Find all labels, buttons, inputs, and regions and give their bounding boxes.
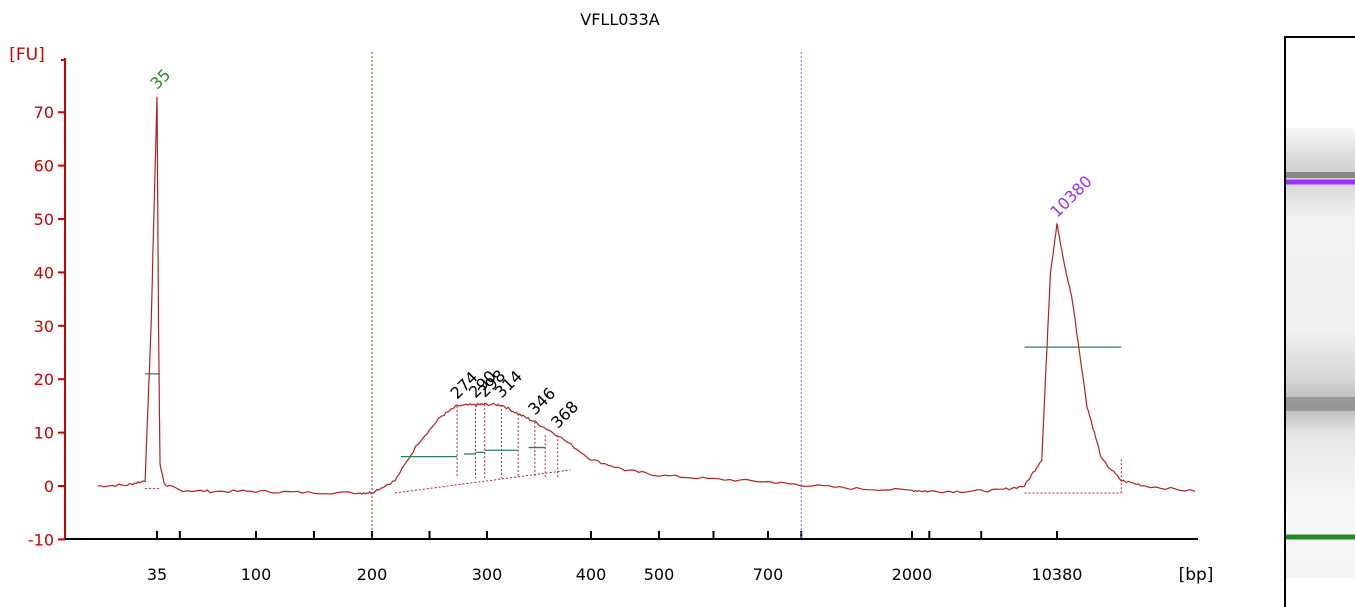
gel-image: [1284, 36, 1355, 607]
x-tick-label: 35: [147, 565, 167, 584]
gel-lane: [1286, 128, 1355, 578]
y-tick-label: 70: [34, 103, 54, 122]
y-tick-label: -10: [28, 530, 54, 549]
y-axis-label: [FU]: [9, 45, 45, 65]
trace-line: [97, 96, 1196, 495]
y-tick-label: 20: [34, 370, 54, 389]
y-tick-label: 30: [34, 317, 54, 336]
chart-title: VFLL033A: [580, 10, 660, 29]
x-axis-label: [bp]: [1179, 565, 1214, 585]
gel-band: [1286, 534, 1355, 540]
x-tick-label: 100: [241, 565, 272, 584]
gel-band-shadow: [1286, 172, 1355, 178]
y-tick-label: 60: [34, 157, 54, 176]
peak-label: 35: [146, 65, 174, 93]
x-tick-label: 200: [357, 565, 388, 584]
x-tick-label: 10380: [1032, 565, 1083, 584]
x-tick-label: 300: [472, 565, 503, 584]
y-tick-label: 10: [34, 424, 54, 443]
x-tick-label: 500: [644, 565, 675, 584]
x-tick-label: 400: [576, 565, 607, 584]
y-tick-label: 50: [34, 210, 54, 229]
y-tick-label: 40: [34, 263, 54, 282]
gel-band: [1286, 397, 1355, 411]
plot-area: -10 0 10 20 30 40 50 60 70 35 100 200 300 400 500 700 20…: [28, 52, 1198, 584]
x-tick-label: 2000: [892, 565, 933, 584]
peak-baseline: [394, 469, 571, 494]
peak-label: 10380: [1046, 172, 1095, 221]
y-tick-label: 0: [44, 477, 54, 496]
x-tick-label: 700: [753, 565, 784, 584]
gel-band: [1286, 179, 1355, 185]
